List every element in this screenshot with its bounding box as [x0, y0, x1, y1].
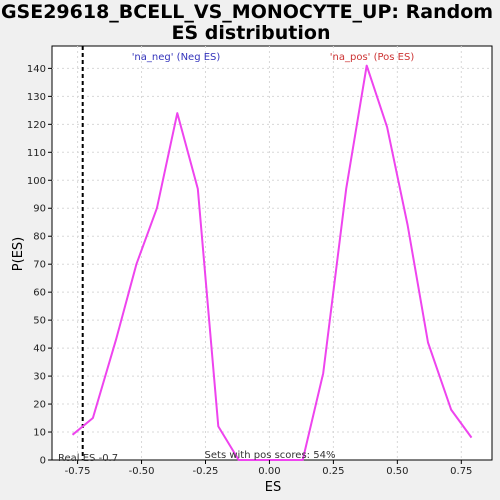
y-tick-label: 100: [27, 176, 46, 187]
y-tick-label: 40: [33, 344, 46, 355]
x-tick-label: 0.00: [258, 466, 280, 477]
x-tick-label: 0.75: [450, 466, 472, 477]
y-tick-label: 50: [33, 316, 46, 327]
y-axis-label: P(ES): [11, 237, 26, 271]
chart-title-line-2: ES distribution: [172, 22, 331, 44]
real-es-label: Real ES -0.7: [58, 453, 118, 464]
y-tick-label: 110: [27, 148, 46, 159]
y-tick-label: 130: [27, 92, 46, 103]
x-tick-label: -0.25: [193, 466, 219, 477]
x-axis-label: ES: [265, 480, 281, 495]
y-tick-label: 0: [40, 456, 46, 467]
y-tick-label: 140: [27, 64, 46, 75]
x-tick-label: -0.75: [65, 466, 91, 477]
pos-es-label: 'na_pos' (Pos ES): [330, 52, 415, 63]
x-tick-label: 0.50: [386, 466, 408, 477]
plot-area: [51, 45, 493, 461]
grid-layer: [52, 46, 492, 460]
y-tick-label: 120: [27, 120, 46, 131]
y-tick-label: 10: [33, 428, 46, 439]
y-tick-label: 80: [33, 232, 46, 243]
tick-layer: -0.75 -0.50 -0.25 0.00 0.25 0.50 0.75 0 10 20 30 40…: [27, 64, 473, 477]
y-tick-label: 20: [33, 400, 46, 411]
x-tick-label: -0.50: [129, 466, 155, 477]
chart-title-line-1: GSE29618_BCELL_VS_MONOCYTE_UP: Random: [1, 1, 493, 23]
y-tick-label: 60: [33, 288, 46, 299]
pos-scores-label: Sets with pos scores: 54%: [205, 450, 336, 461]
y-tick-label: 70: [33, 260, 46, 271]
y-tick-label: 90: [33, 204, 46, 215]
y-tick-label: 30: [33, 372, 46, 383]
neg-es-label: 'na_neg' (Neg ES): [132, 52, 221, 63]
x-tick-label: 0.25: [322, 466, 344, 477]
